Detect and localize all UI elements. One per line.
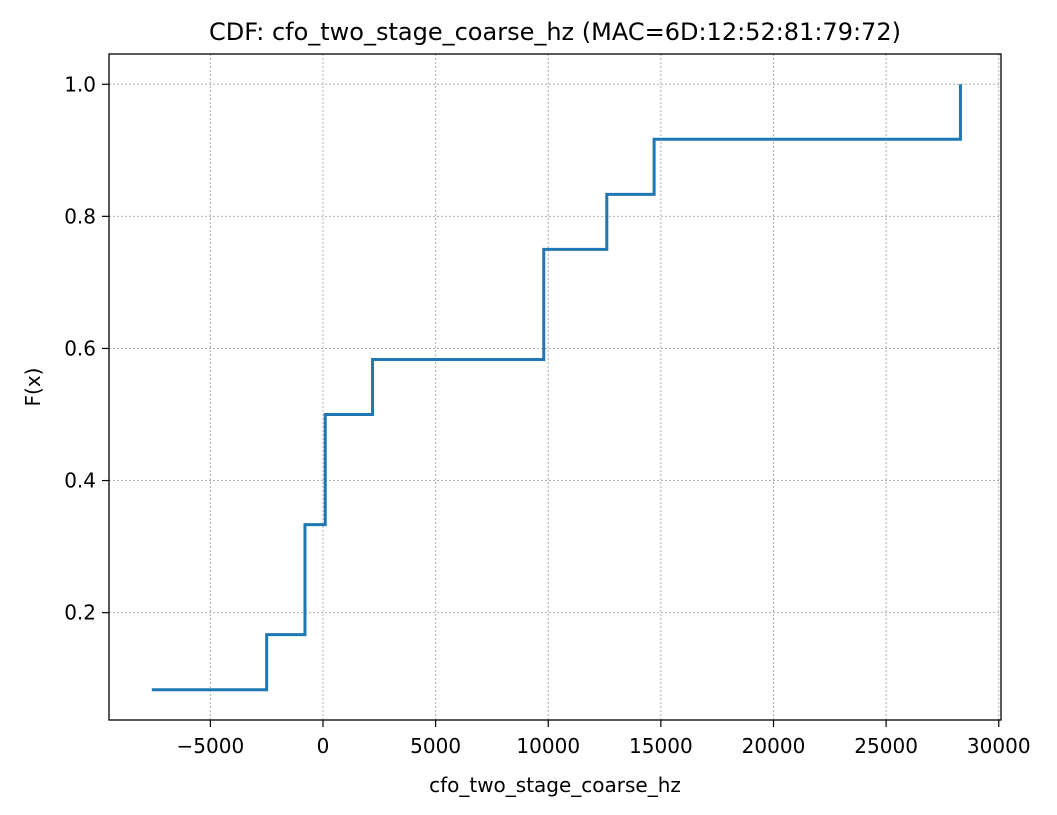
chart-title: CDF: cfo_two_stage_coarse_hz (MAC=6D:12:…	[209, 18, 901, 46]
x-tick-label: 15000	[629, 734, 693, 758]
x-axis-ticks: −5000 0 5000 10000 15000 20000 25000 30000	[177, 720, 1031, 758]
grid-lines	[109, 54, 1001, 720]
y-tick-label: 0.8	[64, 204, 96, 228]
x-tick-label: 5000	[410, 734, 461, 758]
y-axis-title: F(x)	[21, 368, 45, 407]
y-axis-ticks: 0.2 0.4 0.6 0.8 1.0	[64, 72, 109, 625]
x-tick-label: 30000	[967, 734, 1031, 758]
x-tick-label: 20000	[742, 734, 806, 758]
cdf-step-line	[151, 84, 962, 692]
y-tick-label: 0.4	[64, 469, 96, 493]
plot-frame	[108, 53, 1002, 721]
x-axis-title: cfo_two_stage_coarse_hz	[429, 773, 681, 797]
series-layer	[151, 84, 962, 692]
x-tick-label: 25000	[854, 734, 918, 758]
y-tick-label: 0.2	[64, 601, 96, 625]
x-tick-label: 0	[317, 734, 330, 758]
x-tick-label: 10000	[516, 734, 580, 758]
x-tick-label: −5000	[177, 734, 245, 758]
y-tick-label: 1.0	[64, 72, 96, 96]
y-tick-label: 0.6	[64, 336, 96, 360]
